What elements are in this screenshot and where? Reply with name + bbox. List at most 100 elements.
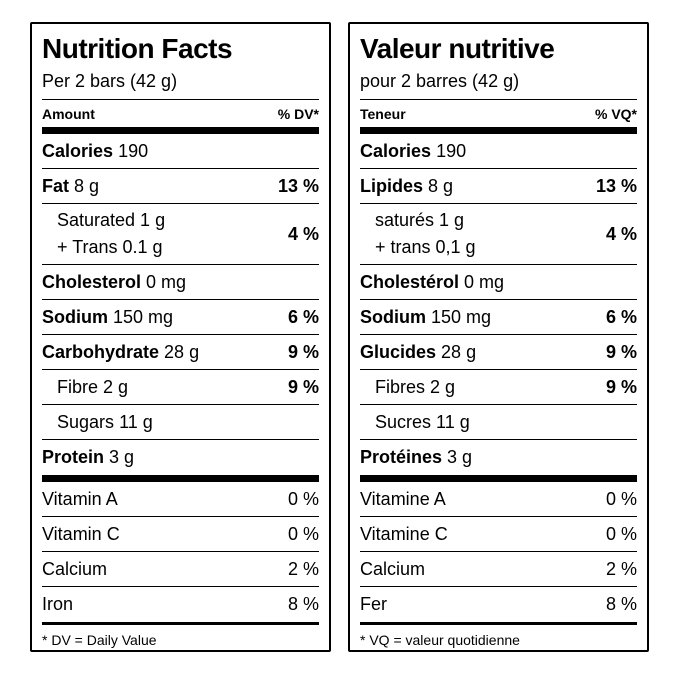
nutrient-name: Cholestérol (360, 271, 460, 292)
nutrient-amount: 190 (118, 140, 149, 161)
nutrient-name: Fibre (57, 376, 99, 397)
nutrient-name: Iron (42, 594, 74, 614)
saturated-line: Saturated 1 g (57, 210, 166, 230)
nutrient-label: Cholesterol 0 mg (42, 272, 192, 293)
nutrient-amount: 2 g (103, 376, 129, 397)
nutrient-name: Fer (360, 594, 387, 614)
nutrient-amount: 28 g (164, 341, 200, 362)
row-sodium: Sodium 150 mg 6 % (42, 300, 319, 335)
nutrient-label: Fibres 2 g (360, 377, 461, 398)
divider-thick (42, 475, 319, 482)
nutrient-amount: 150 mg (431, 306, 492, 327)
nutrient-name: Fibres (375, 376, 426, 397)
nutrient-amount: 0 mg (464, 271, 505, 292)
dv-value: 8 % (287, 594, 319, 614)
dv-value: 0 % (605, 488, 637, 509)
trans-line: + trans 0,1 g (375, 237, 476, 257)
nutrient-name: Sodium (360, 306, 426, 327)
nutrient-name: Vitamine A (360, 488, 446, 509)
nutrient-name: Lipides (360, 175, 424, 196)
nutrient-name: Protein (42, 447, 105, 467)
row-vitamin-a: Vitamine A 0 % (360, 482, 637, 517)
nutrient-name: Calcium (360, 558, 426, 579)
nutrient-name: Sodium (42, 306, 108, 327)
dv-value: 6 % (605, 306, 637, 327)
nutrient-label: Carbohydrate 28 g (42, 342, 205, 363)
column-header-dv: % VQ* (594, 106, 637, 122)
divider-thin (360, 99, 637, 100)
nutrient-name: Vitamin A (42, 488, 118, 509)
row-fibre: Fibre 2 g 9 % (42, 370, 319, 405)
saturated-line: saturés 1 g (375, 210, 465, 230)
row-fat: Lipides 8 g 13 % (360, 169, 637, 204)
nutrient-amount: 3 g (447, 447, 473, 467)
dv-value: 4 % (605, 223, 637, 244)
nutrition-labels-container: Nutrition Facts Per 2 bars (42 g) Amount… (30, 22, 649, 652)
nutrient-amount: 150 mg (113, 306, 174, 327)
row-sodium: Sodium 150 mg 6 % (360, 300, 637, 335)
panel-title: Nutrition Facts (42, 33, 233, 64)
dv-value: 2 % (605, 558, 637, 579)
nutrient-name: Calories (42, 140, 114, 161)
nutrient-label: Iron (42, 594, 79, 615)
row-sugars: Sugars 11 g (42, 405, 319, 440)
nutrient-name: Glucides (360, 341, 437, 362)
nutrient-name: Vitamin C (42, 523, 120, 544)
divider-thick (360, 127, 637, 134)
nutrient-label: Protéines 3 g (360, 447, 478, 468)
nutrient-name: Calcium (42, 558, 108, 579)
divider-thick (42, 127, 319, 134)
divider-thin (42, 99, 319, 100)
row-carbohydrate: Glucides 28 g 9 % (360, 335, 637, 370)
nutrient-amount: 28 g (441, 341, 477, 362)
column-header-row: Amount % DV* (42, 100, 319, 127)
divider-thick (360, 475, 637, 482)
row-vitamin-c: Vitamine C 0 % (360, 517, 637, 552)
row-vitamin-a: Vitamin A 0 % (42, 482, 319, 517)
dv-value: 2 % (287, 558, 319, 579)
column-header-dv: % DV* (277, 106, 319, 122)
nutrient-label: Vitamine A (360, 489, 452, 510)
nutrition-panel-english: Nutrition Facts Per 2 bars (42 g) Amount… (30, 22, 331, 652)
nutrient-label: Lipides 8 g (360, 176, 459, 197)
row-protein: Protéines 3 g (360, 440, 637, 475)
nutrient-label: Fibre 2 g (42, 377, 134, 398)
nutrient-label: Sugars 11 g (42, 412, 159, 433)
nutrient-amount: 11 g (436, 411, 470, 432)
nutrient-label: Calories 190 (42, 141, 154, 162)
row-calories: Calories 190 (42, 134, 319, 169)
nutrient-label: Calories 190 (360, 141, 472, 162)
nutrient-label: Protein 3 g (42, 447, 140, 468)
row-saturated-trans: Saturated 1 g + Trans 0.1 g 4 % (42, 204, 319, 265)
panel-title: Valeur nutritive (360, 33, 555, 64)
nutrient-name: Sugars (57, 411, 115, 432)
nutrient-amount: 2 g (430, 376, 456, 397)
serving-size: Per 2 bars (42 g) (42, 71, 178, 91)
nutrient-name: Sucres (375, 411, 432, 432)
row-carbohydrate: Carbohydrate 28 g 9 % (42, 335, 319, 370)
nutrient-label: Calcium (42, 559, 113, 580)
nutrient-name: Vitamine C (360, 523, 448, 544)
column-header-amount: Teneur (360, 106, 406, 122)
footnote: * DV = Daily Value (42, 632, 157, 648)
serving-size: pour 2 barres (42 g) (360, 71, 520, 91)
row-vitamin-c: Vitamin C 0 % (42, 517, 319, 552)
dv-value: 13 % (595, 175, 637, 196)
nutrient-label: Sucres 11 g (360, 412, 476, 433)
nutrient-label: saturés 1 g + trans 0,1 g (360, 207, 482, 261)
nutrient-label: Glucides 28 g (360, 342, 482, 363)
nutrient-label: Vitamin A (42, 489, 124, 510)
nutrient-label: Sodium 150 mg (360, 307, 497, 328)
row-fat: Fat 8 g 13 % (42, 169, 319, 204)
nutrient-amount: 0 mg (146, 271, 187, 292)
nutrient-label: Fat 8 g (42, 176, 105, 197)
row-iron: Fer 8 % (360, 587, 637, 622)
nutrient-name: Protéines (360, 447, 443, 467)
nutrient-label: Fer (360, 594, 393, 615)
nutrition-panel-french: Valeur nutritive pour 2 barres (42 g) Te… (348, 22, 649, 652)
nutrient-label: Cholestérol 0 mg (360, 272, 510, 293)
dv-value: 9 % (287, 341, 319, 362)
column-header-amount: Amount (42, 106, 95, 122)
nutrient-label: Sodium 150 mg (42, 307, 179, 328)
